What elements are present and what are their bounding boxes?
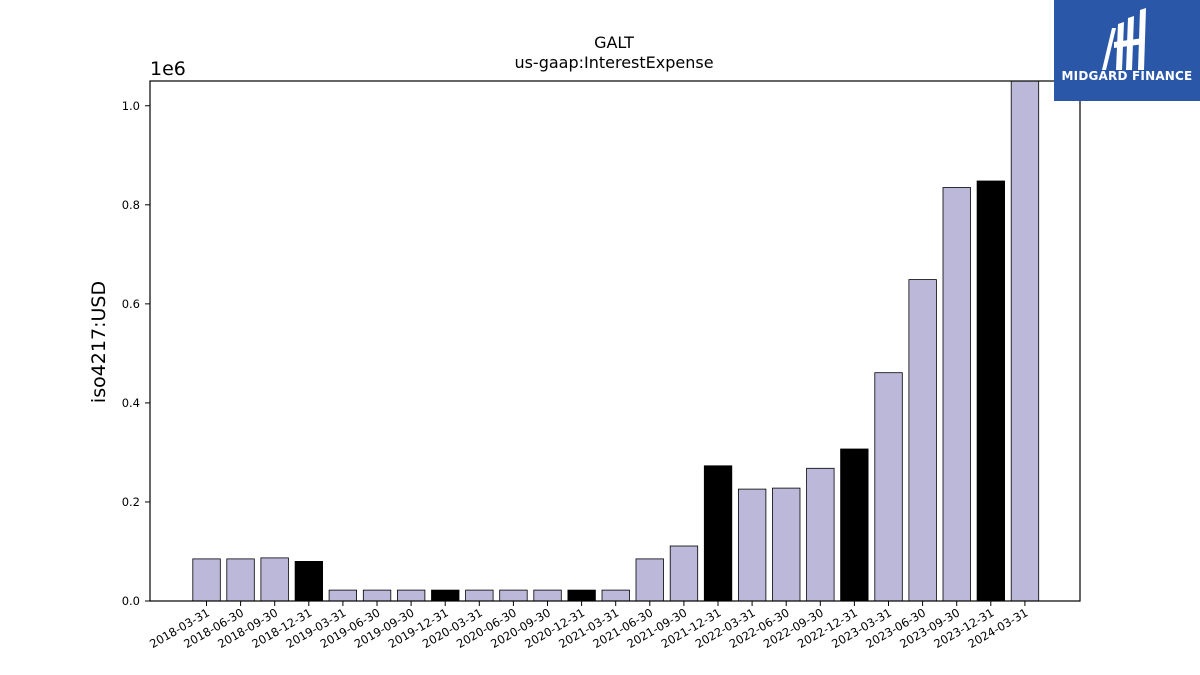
bar-2021-03-31	[601, 589, 630, 602]
y-tick-label: 0.8	[122, 198, 140, 212]
bar-2020-03-31	[465, 589, 494, 602]
bar-2022-06-30	[772, 487, 801, 602]
y-axis: 0.0 0.2 0.4 0.6 0.8 1.0	[122, 99, 150, 608]
bar-2023-12-31	[976, 180, 1005, 602]
bars-group	[192, 80, 1040, 602]
bar-2021-12-31	[703, 465, 733, 602]
y-axis-label: iso4217:USD	[88, 281, 110, 403]
bar-2023-09-30	[942, 187, 971, 602]
bar-2022-03-31	[738, 488, 767, 602]
midgard-finance-logo: MIDGARD FINANCE	[1054, 0, 1200, 101]
bar-2019-06-30	[362, 589, 392, 602]
bar-2018-03-31	[192, 558, 221, 602]
bar-2019-12-31	[431, 589, 460, 602]
y-tick-label: 0.0	[122, 594, 140, 608]
bar-2019-09-30	[396, 589, 426, 602]
chart-subtitle: us-gaap:InterestExpense	[514, 53, 713, 72]
bar-2021-09-30	[669, 545, 699, 602]
bar-2023-06-30	[908, 279, 937, 602]
bar-2022-12-31	[840, 448, 869, 602]
chart-title: GALT	[594, 33, 634, 52]
bar-2024-03-31	[1010, 80, 1040, 602]
y-tick-label: 0.2	[122, 495, 140, 509]
bar-2022-09-30	[806, 467, 835, 602]
y-tick-label: 0.6	[122, 297, 140, 311]
logo-text: MIDGARD FINANCE	[1061, 69, 1193, 83]
bar-2020-12-31	[567, 589, 596, 602]
bar-2020-06-30	[499, 589, 528, 602]
bar-2018-06-30	[226, 558, 255, 602]
plot-frame	[149, 80, 1081, 602]
bar-2019-03-31	[328, 589, 358, 602]
y-tick-label: 0.4	[122, 396, 140, 410]
midgard-logo-icon	[1102, 8, 1146, 70]
bar-2018-12-31	[294, 561, 324, 602]
bar-2020-09-30	[533, 589, 562, 602]
x-axis: 2018-03-312018-06-302018-09-302018-12-31…	[147, 601, 1030, 651]
y-multiplier-label: 1e6	[150, 58, 186, 80]
y-tick-label: 1.0	[122, 99, 140, 113]
bar-2018-09-30	[260, 557, 289, 602]
bar-2023-03-31	[874, 372, 903, 602]
bar-2021-06-30	[635, 558, 664, 602]
